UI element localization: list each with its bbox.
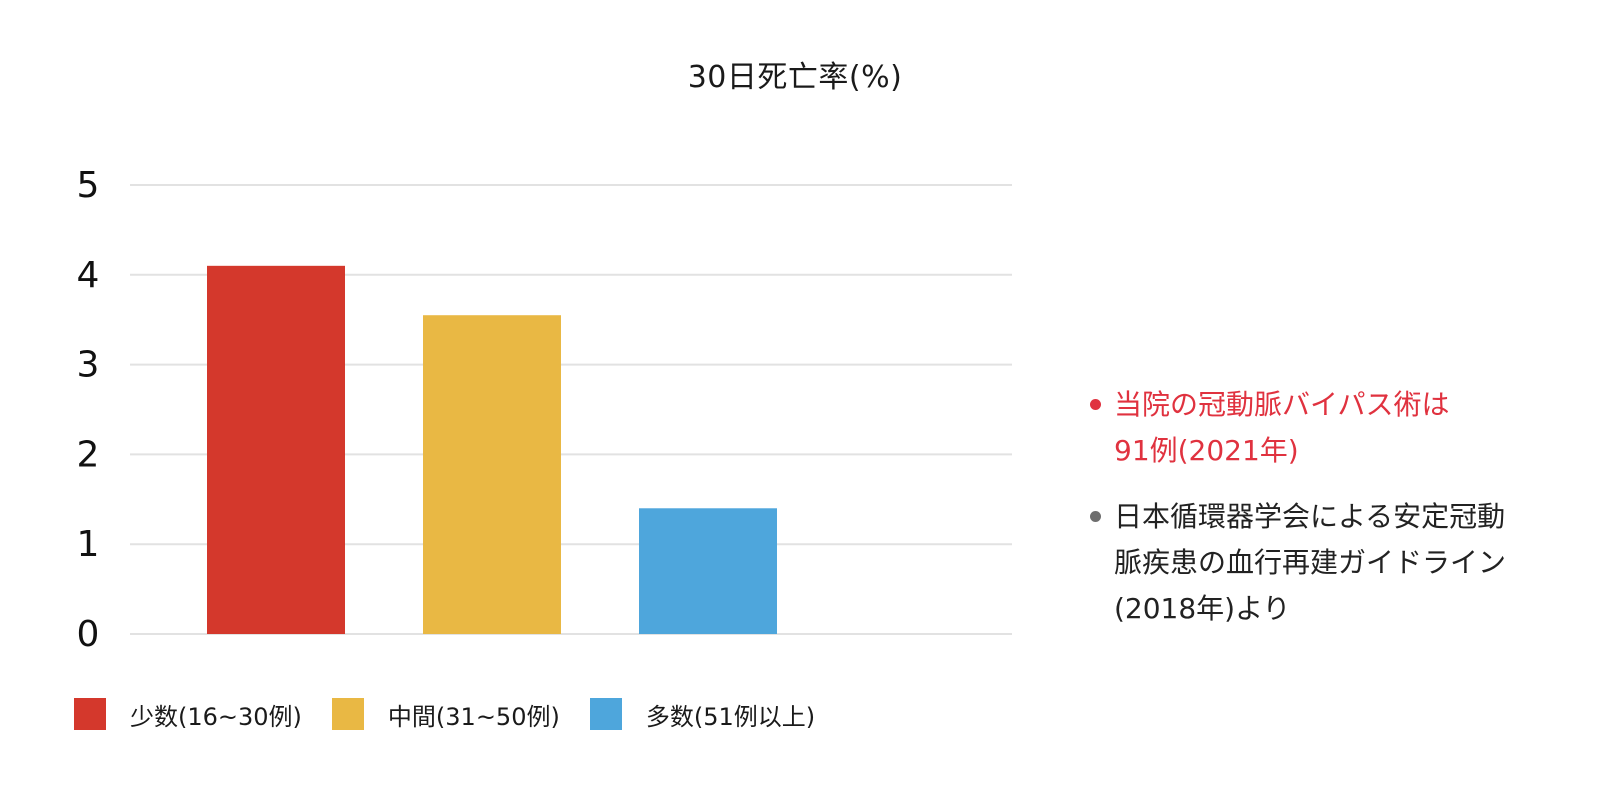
- y-tick-label: 5: [77, 165, 100, 206]
- bar-1: [207, 265, 345, 634]
- y-tick-label: 1: [77, 524, 100, 565]
- note-line: 脈疾患の血行再建ガイドライン: [1114, 546, 1507, 579]
- note-line: 日本循環器学会による安定冠動: [1114, 500, 1506, 533]
- legend-label-medium: 中間(31~50例): [387, 702, 560, 731]
- note-bullet-icon: [1090, 399, 1101, 410]
- y-tick-label: 2: [77, 434, 100, 475]
- note-hospital-cases: 当院の冠動脈バイパス術は 91例(2021年): [1090, 382, 1570, 474]
- legend-swatch-large: [589, 698, 622, 730]
- note-bullet-icon: [1090, 511, 1101, 522]
- note-line: (2018年)より: [1114, 592, 1291, 625]
- bar-3: [639, 508, 777, 634]
- bars: [207, 265, 777, 634]
- note-line: 当院の冠動脈バイパス術は: [1114, 388, 1450, 421]
- legend-swatch-small: [74, 698, 106, 730]
- y-tick-label: 3: [77, 345, 100, 386]
- bar-2: [423, 315, 561, 634]
- legend-label-small: 少数(16~30例): [130, 702, 302, 731]
- chart-legend: 少数(16~30例) 中間(31~50例) 多数(51例以上): [74, 697, 845, 731]
- y-tick-label: 0: [77, 614, 100, 655]
- note-line: 91例(2021年): [1114, 434, 1299, 467]
- legend-item-large: 多数(51例以上): [589, 697, 816, 732]
- y-axis-ticks: 0 1 2 3 4 5: [77, 165, 100, 655]
- chart-title: 30日死亡率(%): [687, 60, 903, 95]
- legend-item-medium: 中間(31~50例): [331, 697, 560, 732]
- y-tick-label: 4: [77, 255, 100, 296]
- legend-item-small: 少数(16~30例): [74, 697, 302, 732]
- legend-label-large: 多数(51例以上): [645, 702, 816, 731]
- legend-swatch-medium: [331, 698, 364, 730]
- notes-panel: 当院の冠動脈バイパス術は 91例(2021年) 日本循環器学会による安定冠動 脈…: [1090, 382, 1570, 632]
- note-source: 日本循環器学会による安定冠動 脈疾患の血行再建ガイドライン (2018年)より: [1090, 494, 1570, 632]
